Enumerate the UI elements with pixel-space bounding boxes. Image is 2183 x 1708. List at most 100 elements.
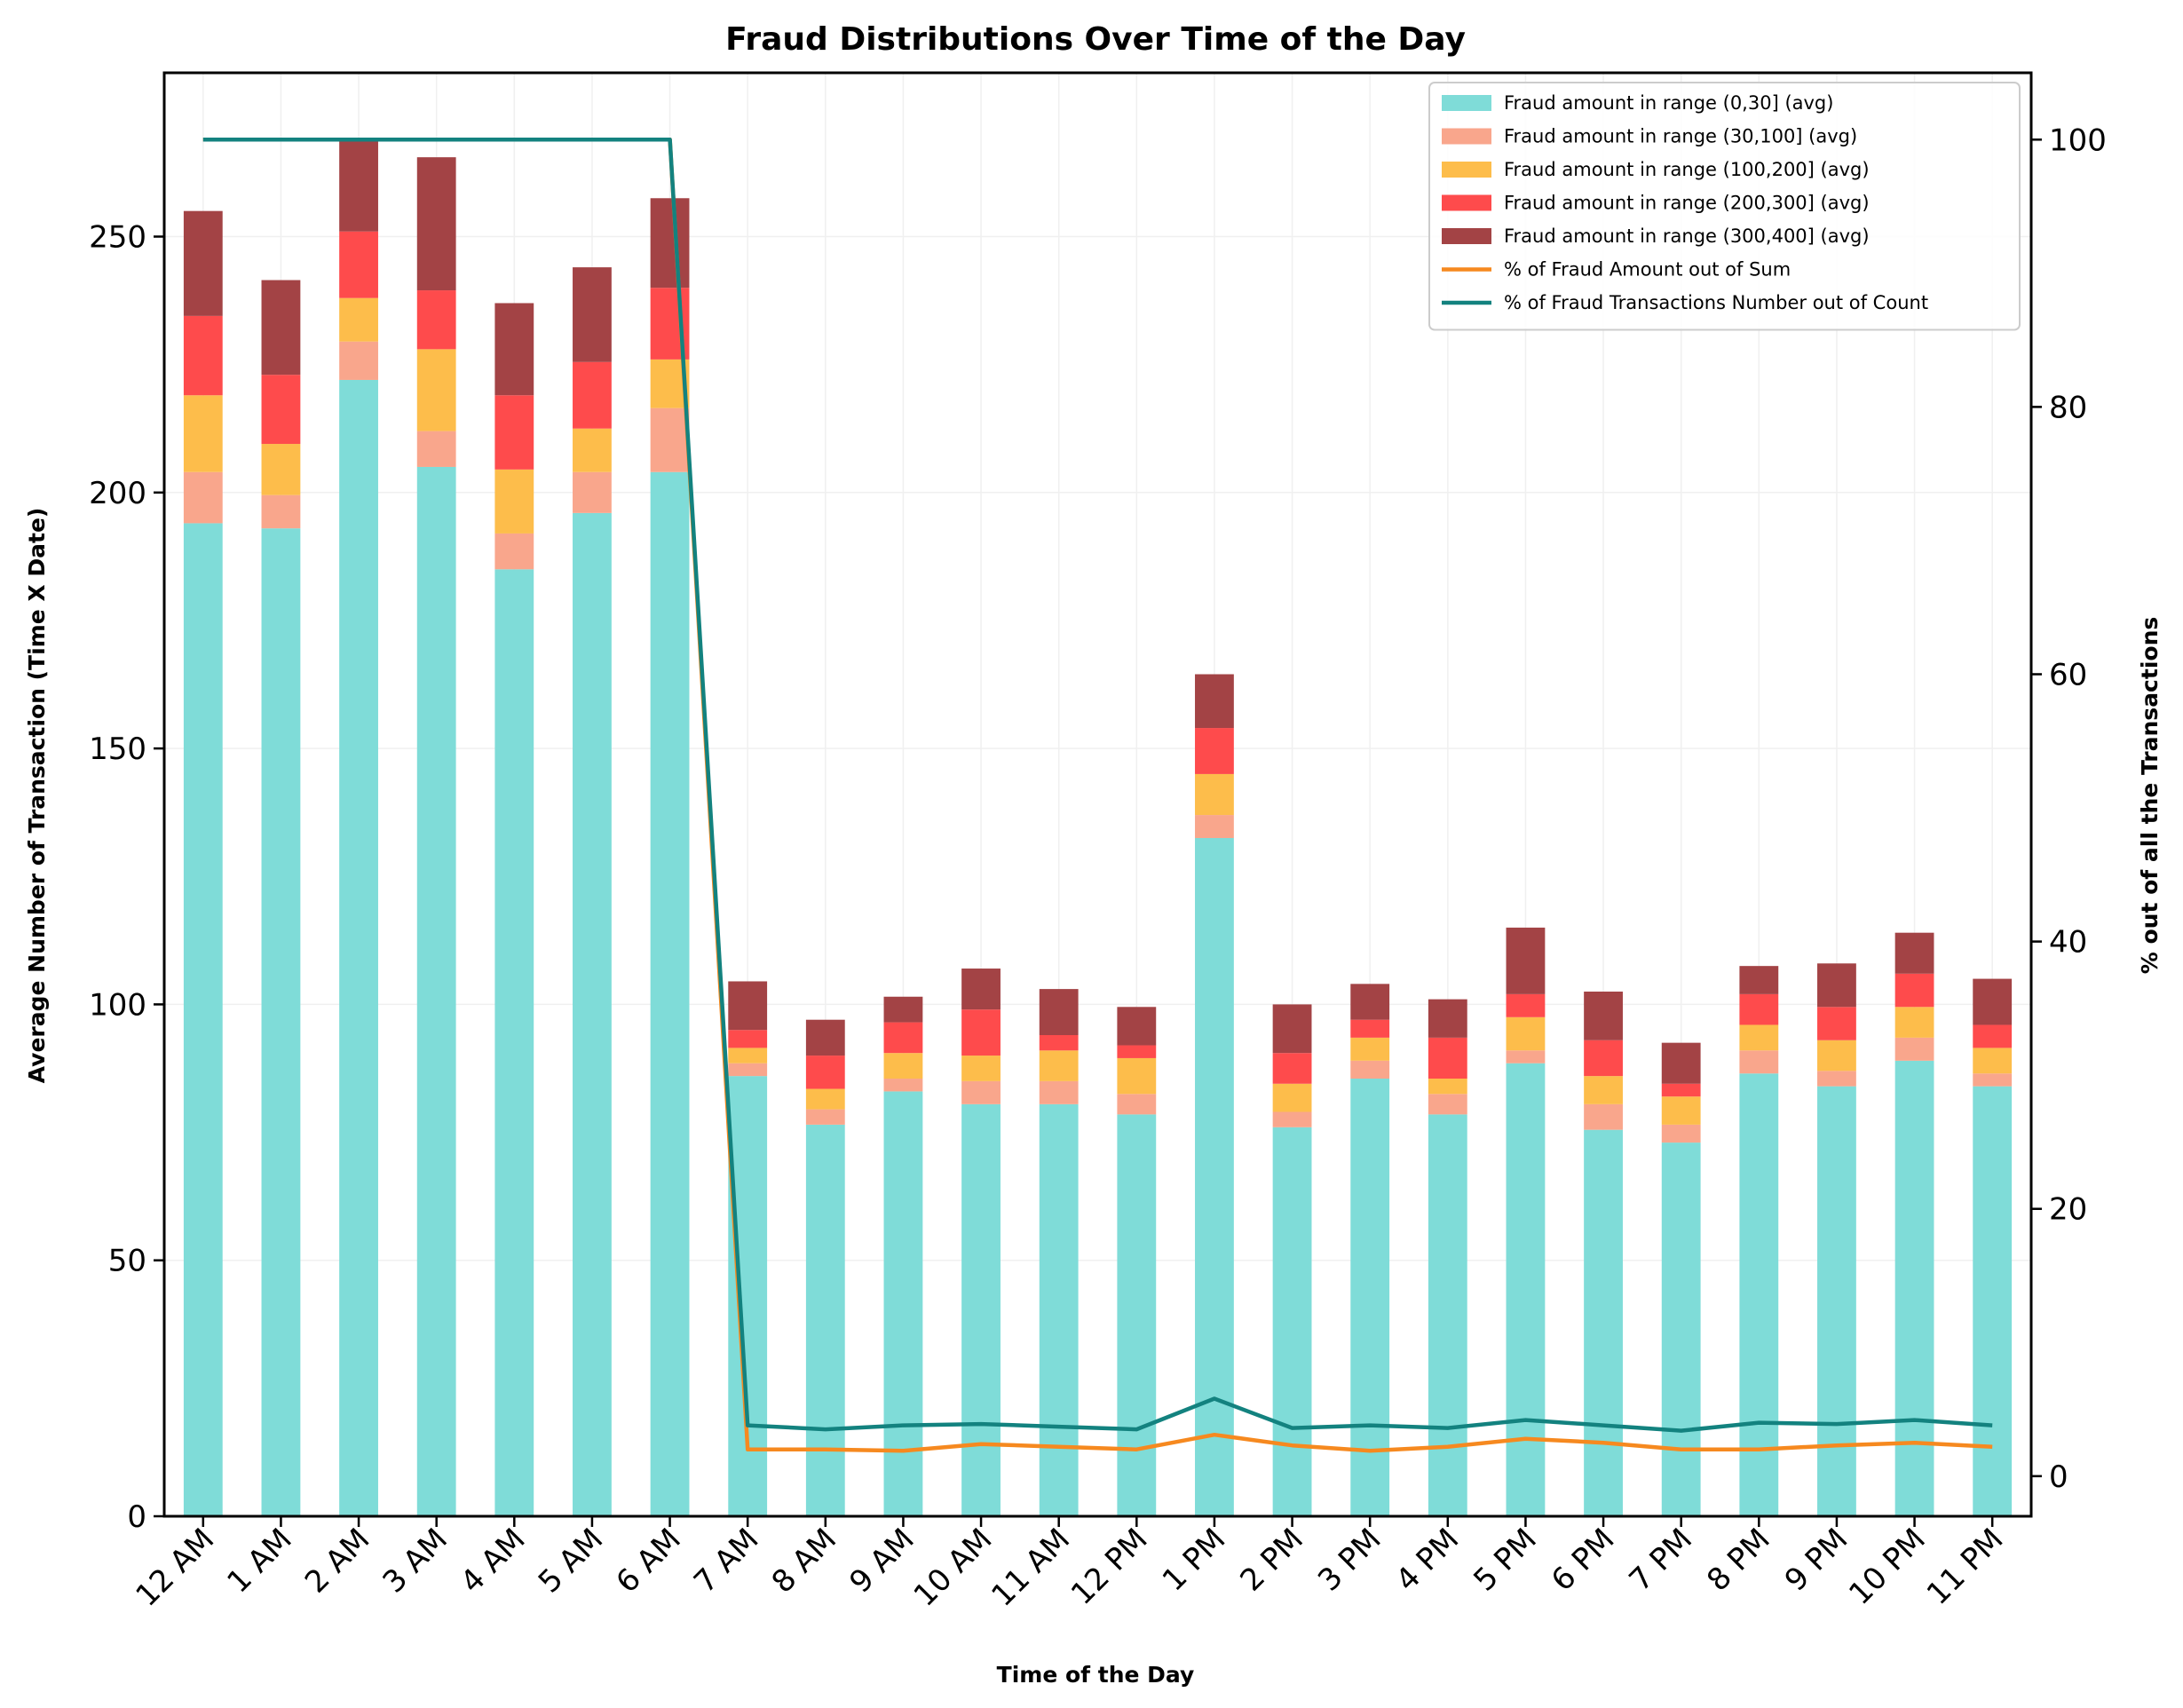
y2-tick-label: 40: [2049, 925, 2087, 961]
bar-segment: [573, 471, 612, 513]
bar-segment: [1039, 1050, 1079, 1081]
legend-label: Fraud amount in range (300,400] (avg): [1504, 225, 1870, 247]
x-tick-label: 7 AM: [687, 1522, 765, 1600]
x-tick-label: 5 AM: [532, 1522, 610, 1600]
bar-segment: [1739, 1050, 1779, 1074]
bar-segment: [1039, 1035, 1079, 1051]
x-tick-label: 1 AM: [220, 1522, 298, 1600]
y2-tick-label: 80: [2049, 390, 2087, 425]
bar-segment: [728, 981, 768, 1031]
bar-segment: [961, 1009, 1001, 1056]
y2-tick-label: 0: [2049, 1459, 2068, 1495]
x-tick-label: 2 PM: [1233, 1522, 1309, 1598]
x-axis-label: Time of the Day: [997, 1662, 1195, 1688]
bar-segment: [1506, 1050, 1546, 1064]
bar-segment: [1350, 1060, 1390, 1079]
bar-segment: [339, 341, 378, 380]
series-line: [202, 138, 1993, 1433]
bar-segment: [1739, 1024, 1779, 1051]
x-tick-label: 4 PM: [1389, 1522, 1466, 1598]
bar-segment: [416, 431, 456, 467]
bar-segment: [1894, 1060, 1934, 1516]
bar-segment: [961, 1080, 1001, 1104]
y-tick-label: 250: [89, 220, 146, 256]
bar-segment: [1973, 1024, 2013, 1048]
bar-segment: [573, 512, 612, 1516]
x-tick-label: 6 PM: [1545, 1522, 1621, 1598]
bar-segment: [805, 1056, 845, 1089]
bar-segment: [183, 210, 223, 316]
bar-segment: [1661, 1143, 1701, 1516]
bar-segment: [573, 428, 612, 472]
bar-segment: [1117, 1057, 1157, 1095]
legend-swatch: [1442, 162, 1491, 178]
bar-segment: [261, 528, 301, 1517]
bar-segment: [1195, 773, 1234, 816]
bar-segment: [1428, 1037, 1467, 1079]
bar-segment: [650, 471, 690, 1517]
x-tick-label: 7 PM: [1623, 1522, 1699, 1598]
x-tick-label: 4 AM: [454, 1522, 532, 1600]
bar-segment: [1661, 1096, 1701, 1125]
bar-segment: [494, 395, 534, 470]
bar-segment: [1195, 815, 1234, 839]
bar-segment: [183, 523, 223, 1516]
x-tick-label: 12 AM: [129, 1522, 221, 1614]
bar-series: [183, 138, 2013, 1517]
x-tick-label: 11 AM: [985, 1522, 1077, 1614]
bar-segment: [1272, 1083, 1312, 1112]
legend: Fraud amount in range (0,30] (avg) Fraud …: [1428, 82, 2021, 331]
bar-segment: [1739, 1073, 1779, 1516]
bar-segment: [1195, 674, 1234, 729]
bar-segment: [1272, 1111, 1312, 1127]
bar-segment: [883, 1091, 923, 1516]
bar-segment: [573, 361, 612, 429]
bar-segment: [1506, 1063, 1546, 1516]
y-tick-label: 50: [108, 1244, 146, 1279]
bar-segment: [416, 157, 456, 291]
bar-segment: [1117, 1094, 1157, 1115]
x-tick-label: 1 PM: [1156, 1522, 1232, 1598]
legend-label: Fraud amount in range (100,200] (avg): [1504, 159, 1870, 180]
bar-segment: [883, 996, 923, 1023]
bar-segment: [883, 1079, 923, 1092]
bar-segment: [1195, 728, 1234, 774]
bar-segment: [1117, 1114, 1157, 1516]
bar-segment: [494, 569, 534, 1516]
bar-segment: [261, 280, 301, 376]
y-tick-label: 150: [89, 731, 146, 767]
bar-segment: [961, 1103, 1001, 1516]
x-tick-label: 11 PM: [1920, 1522, 2011, 1612]
bar-segment: [339, 138, 378, 232]
y-tick-label: 100: [89, 987, 146, 1023]
bar-segment: [805, 1019, 845, 1056]
bar-segment: [1817, 1071, 1856, 1087]
bar-segment: [494, 303, 534, 396]
bar-segment: [1817, 963, 1856, 1008]
bar-segment: [1894, 1007, 1934, 1038]
bar-segment: [494, 469, 534, 534]
x-tick-label: 8 PM: [1700, 1522, 1776, 1598]
bar-segment: [1039, 989, 1079, 1035]
bar-segment: [183, 315, 223, 396]
line-series: [202, 138, 1993, 1453]
bar-segment: [1506, 993, 1546, 1017]
bar-segment: [1272, 1127, 1312, 1516]
y2-axis-label: % out of all the Transactions: [2137, 617, 2163, 975]
y2-tick-label: 100: [2049, 123, 2107, 158]
bar-segment: [1584, 1040, 1623, 1077]
x-tick-label: 5 PM: [1467, 1522, 1543, 1598]
bar-segment: [961, 969, 1001, 1010]
legend-label: Fraud amount in range (0,30] (avg): [1504, 92, 1833, 114]
bar-segment: [339, 231, 378, 298]
legend-swatch: [1442, 194, 1491, 211]
bar-segment: [416, 466, 456, 1516]
legend-swatch: [1442, 128, 1491, 145]
bar-segment: [416, 290, 456, 350]
bar-segment: [1428, 1094, 1467, 1115]
bar-segment: [1661, 1083, 1701, 1097]
bar-segment: [1272, 1004, 1312, 1054]
bar-segment: [1039, 1103, 1079, 1516]
bar-segment: [1973, 1048, 2013, 1074]
